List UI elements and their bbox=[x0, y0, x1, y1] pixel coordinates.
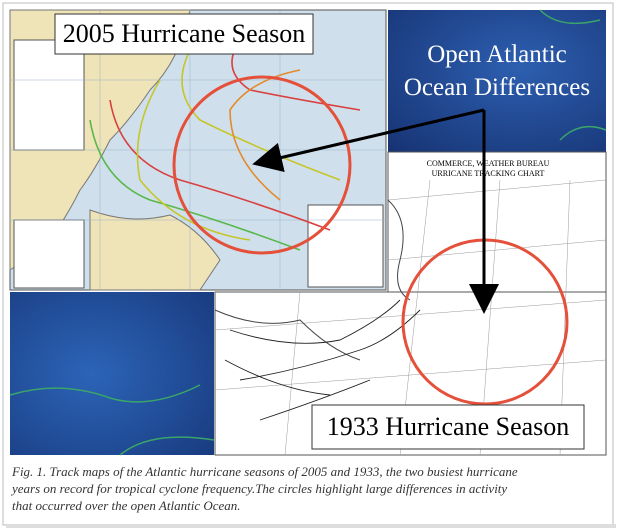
label-1933: 1933 Hurricane Season bbox=[327, 412, 570, 441]
callout: Ocean Differences bbox=[404, 74, 590, 101]
caption: that occurred over the open Atlantic Oce… bbox=[12, 498, 241, 513]
label-box bbox=[54, 13, 314, 55]
shadow bbox=[6, 524, 616, 528]
callout: Open Atlantic bbox=[427, 41, 567, 68]
coastline bbox=[539, 9, 607, 141]
label-2005: 2005 Hurricane Season bbox=[63, 19, 306, 48]
highlight-circle bbox=[172, 75, 352, 255]
map-2005 bbox=[9, 9, 387, 291]
caption: years on record for tropical cyclone fre… bbox=[10, 481, 507, 496]
chart-header: COMMERCE, WEATHER BUREAU bbox=[427, 159, 550, 168]
ocean-image bbox=[10, 292, 214, 455]
label-box bbox=[311, 404, 585, 450]
caption: Fig. 1. Track maps of the Atlantic hurri… bbox=[11, 464, 518, 479]
arrow bbox=[252, 108, 485, 173]
ocean-image bbox=[388, 10, 606, 152]
chart-header: URRICANE TRACKING CHART bbox=[432, 169, 545, 178]
coastline bbox=[9, 384, 215, 456]
